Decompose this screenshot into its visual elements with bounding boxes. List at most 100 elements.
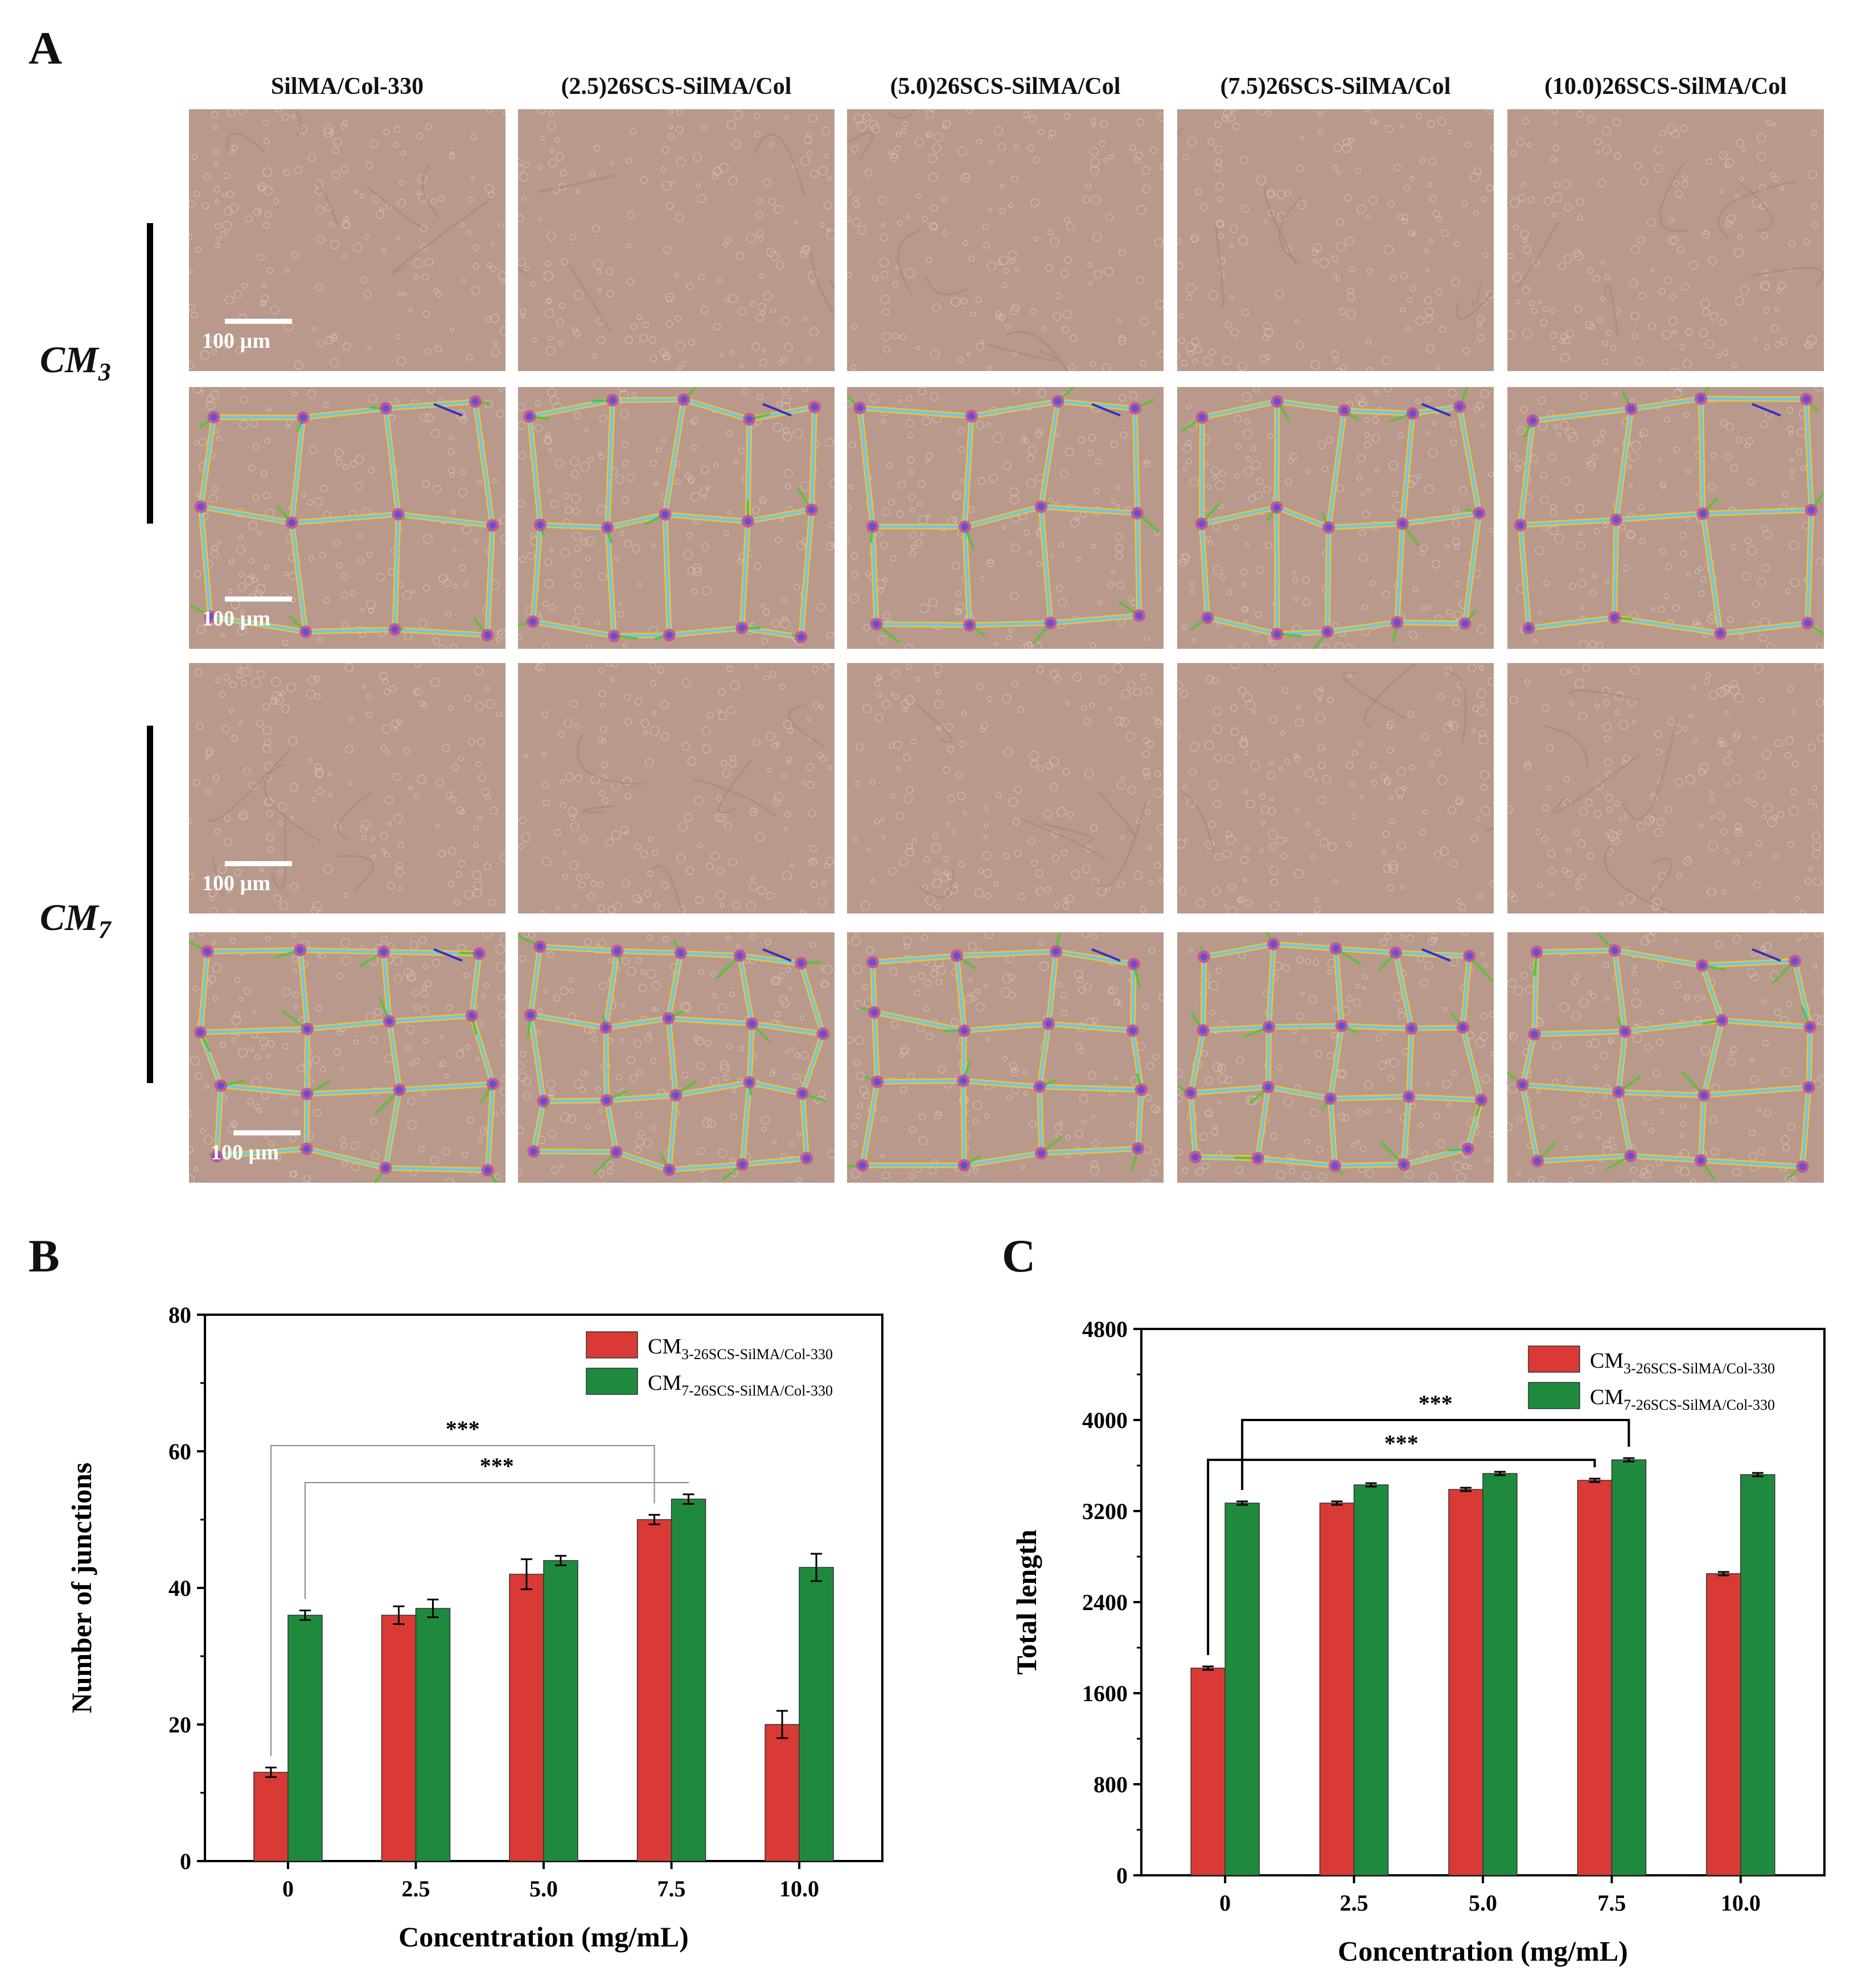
micrograph-image	[518, 932, 835, 1183]
bar	[1448, 1489, 1483, 1876]
micrograph-image	[1177, 109, 1494, 371]
micrograph-panel	[518, 387, 835, 649]
scale-bar-label: 100 µm	[211, 1141, 279, 1164]
micrograph-image	[189, 663, 505, 913]
significance-bracket	[1207, 1459, 1596, 1655]
error-bar	[1202, 1665, 1214, 1671]
error-bar	[393, 1605, 405, 1625]
error-bar	[1460, 1487, 1471, 1492]
y-axis-label: Total length	[1010, 1529, 1042, 1674]
micrograph-panel	[518, 663, 835, 913]
legend-label: CM7-26SCS-SilMA/Col-330	[648, 1371, 833, 1399]
y-axis-label: Number of junctions	[65, 1463, 97, 1714]
y-tick-label: 800	[1094, 1772, 1128, 1797]
y-tick-label: 1600	[1082, 1681, 1128, 1706]
micrograph-image	[1507, 663, 1824, 913]
micrograph-image	[847, 932, 1164, 1183]
bar	[253, 1772, 289, 1862]
micrograph-image	[1507, 932, 1824, 1183]
significance-label: ***	[446, 1416, 480, 1442]
x-axis-label: Concentration (mg/mL)	[1338, 1935, 1628, 1967]
column-header: (5.0)26SCS-SilMA/Col	[890, 73, 1121, 100]
legend-label: CM3-26SCS-SilMA/Col-330	[648, 1335, 833, 1363]
significance-bracket	[1241, 1419, 1630, 1490]
x-tick-label: 2.5	[401, 1876, 430, 1901]
y-tick-label: 60	[168, 1439, 191, 1464]
micrograph-image	[1177, 932, 1494, 1183]
micrograph-image	[1507, 109, 1824, 371]
micrograph-image	[1510, 387, 1824, 649]
total-length-bar-chart: 0 800 1600 2400 3200 4000 4800 0 2.5 5.0 7.5 10.0 **…	[1010, 1316, 1826, 1967]
bar	[381, 1615, 417, 1862]
panel-letter-a: A	[28, 22, 63, 74]
error-bar	[1589, 1477, 1601, 1483]
micrograph-image	[847, 387, 1162, 649]
bar	[1611, 1459, 1647, 1876]
error-bar	[811, 1553, 823, 1582]
micrograph-panel	[1507, 109, 1824, 371]
micrograph-image	[518, 109, 835, 371]
y-tick-label: 4000	[1082, 1407, 1128, 1433]
error-bar	[1752, 1472, 1764, 1477]
bar	[1577, 1480, 1613, 1876]
y-tick-label: 3200	[1082, 1499, 1128, 1524]
micrograph-panel	[1177, 387, 1494, 649]
legend-swatch	[1528, 1382, 1580, 1409]
legend-swatch	[586, 1368, 638, 1395]
y-tick-label: 0	[180, 1849, 191, 1874]
micrograph-panel	[847, 663, 1164, 913]
column-header: SilMA/Col-330	[270, 73, 424, 100]
error-bar	[521, 1558, 532, 1590]
y-tick-label: 0	[1116, 1863, 1128, 1888]
bar	[671, 1499, 706, 1862]
y-tick-label: 20	[168, 1712, 191, 1738]
error-bar	[265, 1767, 277, 1778]
x-tick-label: 10.0	[779, 1876, 819, 1901]
micrograph-image	[518, 387, 835, 649]
scale-bar	[233, 1130, 301, 1135]
junctions-bar-chart: 0 20 40 60 80 0 2.5 5.0 7.5 10.0 ****** CM3-26SCS-S…	[65, 1302, 883, 1953]
error-bar	[683, 1493, 694, 1505]
scale-bar	[225, 861, 292, 866]
column-header: (7.5)26SCS-SilMA/Col	[1220, 73, 1451, 100]
x-tick-label: 2.5	[1340, 1890, 1368, 1916]
x-axis-label: Concentration (mg/mL)	[398, 1921, 689, 1953]
error-bar	[427, 1598, 439, 1619]
x-tick-label: 10.0	[1721, 1890, 1761, 1916]
y-tick-label: 80	[168, 1302, 191, 1328]
error-bar	[1623, 1457, 1635, 1463]
micrograph-image	[190, 387, 505, 649]
bar	[1224, 1503, 1260, 1876]
micrograph-image	[189, 109, 505, 370]
bar	[764, 1724, 800, 1862]
micrograph-panel	[1507, 387, 1824, 649]
row-label-cm3: CM3	[40, 339, 111, 386]
micrograph-image	[1177, 663, 1494, 913]
legend-swatch	[586, 1331, 638, 1359]
bar	[1706, 1573, 1741, 1876]
panel-letter-b: B	[28, 1230, 60, 1282]
y-tick-label: 2400	[1082, 1590, 1128, 1615]
micrograph-panel	[847, 109, 1164, 371]
bar	[415, 1608, 451, 1862]
error-bar	[648, 1514, 660, 1525]
bar	[1482, 1473, 1518, 1876]
micrograph-panel	[1177, 932, 1494, 1183]
column-header: (2.5)26SCS-SilMA/Col	[561, 73, 792, 100]
micrograph-image	[1179, 387, 1494, 649]
micrograph-panel: 100 µm	[189, 109, 505, 371]
x-tick-label: 7.5	[1597, 1890, 1626, 1916]
row-bracket	[147, 223, 153, 524]
bar	[636, 1519, 672, 1862]
x-tick-label: 0	[1219, 1890, 1231, 1916]
micrograph-panel: 100 µm	[189, 387, 505, 649]
bar	[1353, 1484, 1389, 1876]
scale-bar-label: 100 µm	[202, 871, 271, 895]
micrograph-panel	[1507, 663, 1824, 913]
panel-letter-c: C	[1002, 1230, 1036, 1282]
micrograph-image	[189, 932, 505, 1183]
error-bar	[1365, 1482, 1377, 1488]
micrograph-image	[518, 663, 835, 913]
scale-bar-label: 100 µm	[202, 607, 271, 631]
significance-label: ***	[1419, 1390, 1453, 1416]
